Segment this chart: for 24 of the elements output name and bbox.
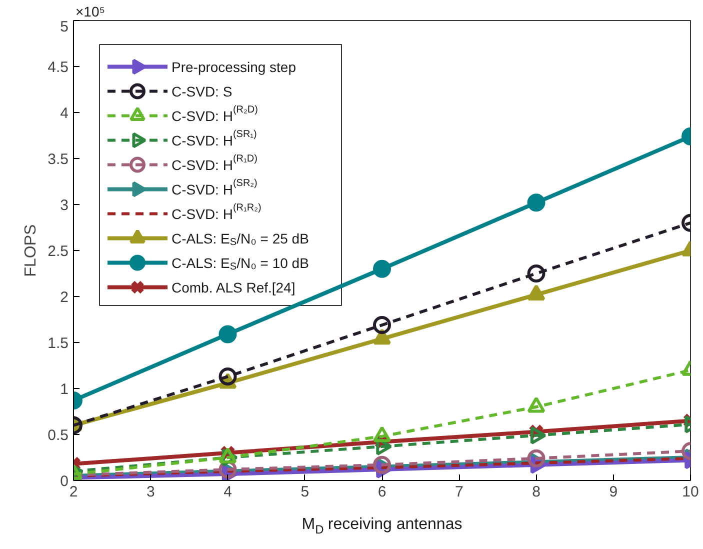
y-tick-label: 3.5	[48, 151, 69, 168]
x-tick-label: 7	[454, 484, 464, 500]
x-tick-label: 5	[300, 484, 310, 500]
y-tick-label: 0.5	[48, 427, 69, 444]
y-tick-label: 1.5	[48, 335, 69, 352]
x-tick-label: 6	[378, 484, 386, 500]
x-tick-label: 9	[609, 484, 618, 500]
y-tick-label: 4	[60, 105, 68, 122]
y-tick-label: 1	[60, 381, 68, 398]
legend-label: C-SVD: S	[172, 83, 232, 100]
x-tick-label: 4	[224, 484, 232, 500]
x-tick-label: 3	[146, 484, 155, 500]
x-tick-label: 10	[682, 484, 699, 500]
x-tick-label: 8	[532, 484, 540, 500]
y-axis-title: FLOPS	[22, 224, 40, 277]
y-tick-label: 5	[60, 18, 68, 36]
legend-label: Pre-processing step	[172, 58, 296, 75]
text: ×10⁵	[76, 4, 106, 20]
legend-label: Comb. ALS Ref.[24]	[172, 279, 296, 296]
y-tick-label: 3	[60, 197, 68, 214]
y-tick-label: 2.5	[48, 243, 69, 260]
y-tick-label: 2	[60, 289, 68, 306]
y-tick-label: 0	[60, 473, 68, 490]
y-tick-label: 4.5	[48, 59, 69, 76]
